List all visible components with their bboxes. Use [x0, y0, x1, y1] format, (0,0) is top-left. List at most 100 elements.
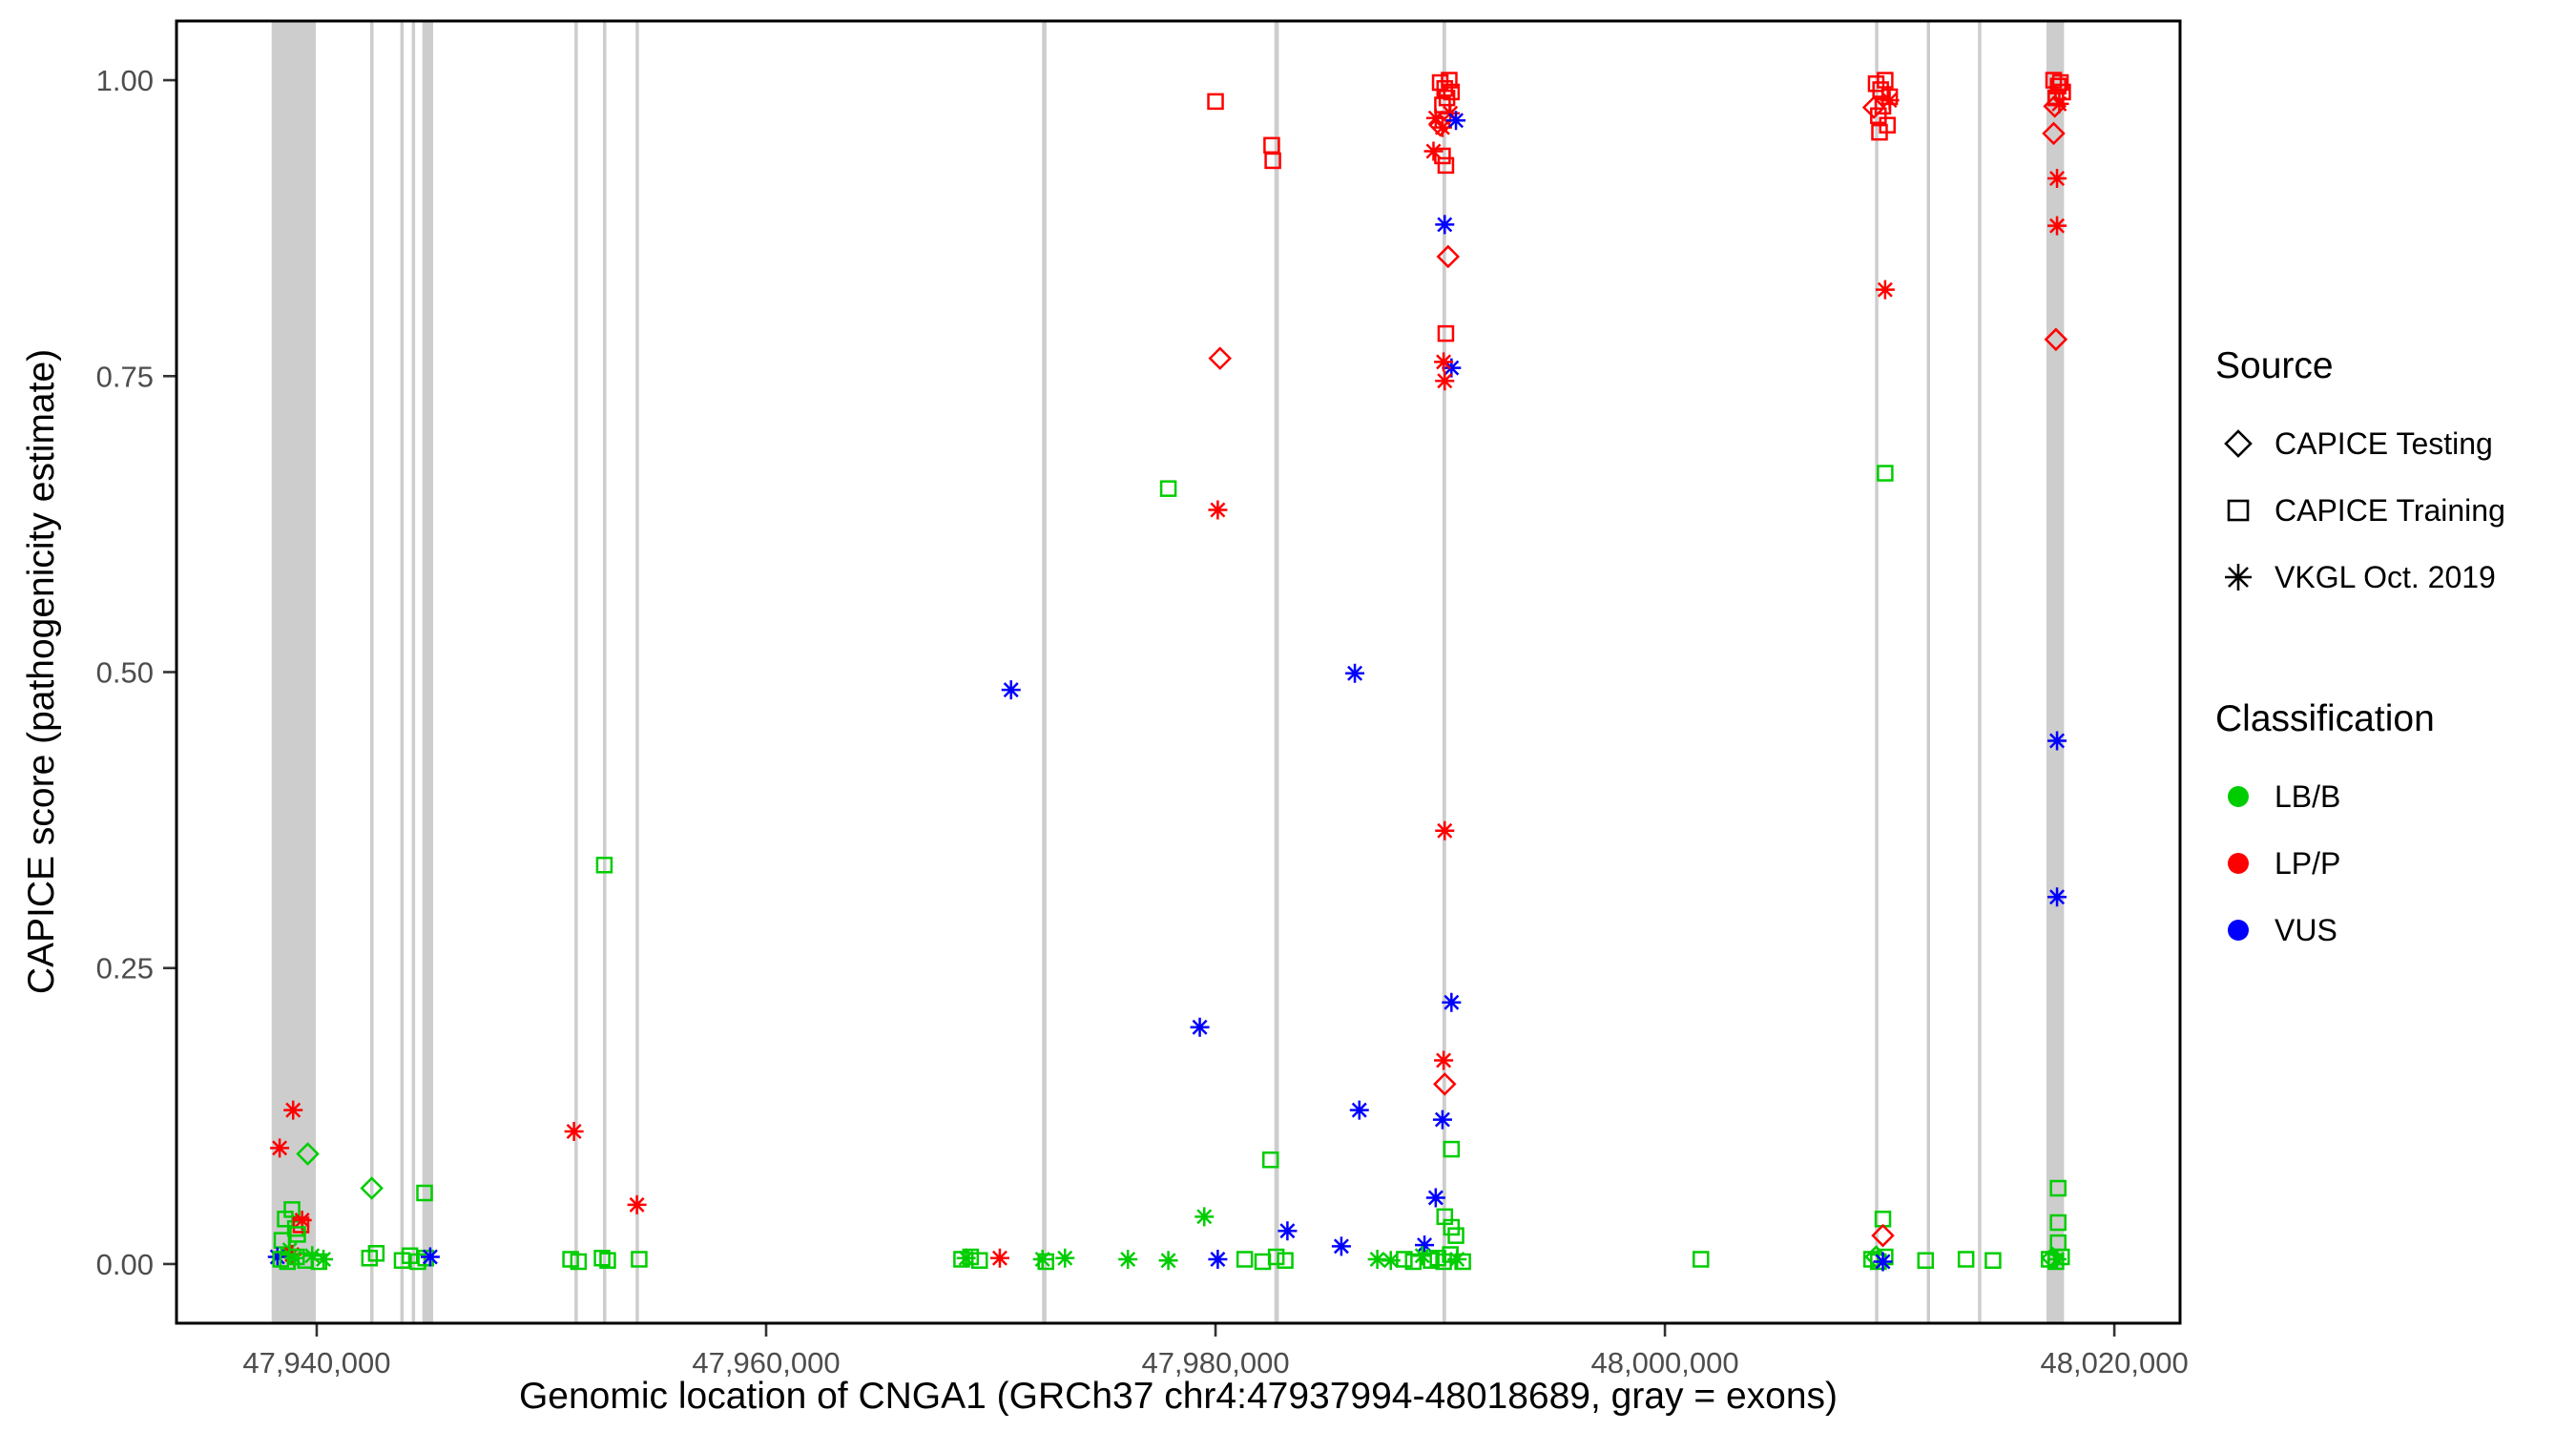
y-tick-label: 0.75 — [96, 360, 154, 393]
data-point-asterisk — [1423, 141, 1444, 161]
data-point-asterisk — [2049, 93, 2069, 114]
data-point-asterisk — [1158, 1251, 1178, 1271]
data-point-asterisk — [1055, 1248, 1075, 1268]
legend-item-capice-testing: CAPICE Testing — [2215, 410, 2505, 477]
data-point-asterisk — [270, 1138, 290, 1158]
blue-dot-icon — [2228, 920, 2249, 941]
data-point-asterisk — [284, 1248, 304, 1268]
data-point-diamond — [2044, 327, 2068, 352]
data-point-square — [1447, 1227, 1465, 1244]
data-point-square — [1443, 1140, 1461, 1158]
data-point-asterisk — [1278, 1221, 1298, 1241]
x-tick-label: 47,960,000 — [692, 1346, 840, 1379]
x-tick-label: 48,020,000 — [2041, 1346, 2189, 1379]
data-point-asterisk — [1435, 215, 1455, 235]
data-point-square — [970, 1252, 988, 1269]
data-point-asterisk — [2047, 216, 2067, 236]
data-point-asterisk — [267, 1247, 287, 1267]
data-point-square — [1037, 1253, 1054, 1271]
green-dot-icon — [2228, 786, 2249, 807]
legend-item-capice-training: CAPICE Training — [2215, 477, 2505, 544]
data-point-asterisk — [1412, 1246, 1432, 1266]
data-point-asterisk — [283, 1100, 303, 1120]
panel-border — [175, 19, 2182, 1325]
data-point-asterisk — [1442, 992, 1462, 1012]
exon-band — [411, 21, 416, 1323]
legend-item-lpp: LP/P — [2215, 830, 2505, 897]
legend-item-vkgl: VKGL Oct. 2019 — [2215, 544, 2505, 611]
data-point-square — [1437, 324, 1455, 342]
data-point-square — [1264, 152, 1281, 170]
data-point-square — [1693, 1251, 1710, 1268]
data-point-asterisk — [956, 1248, 976, 1268]
x-tick-label: 47,980,000 — [1141, 1346, 1289, 1379]
data-point-square — [1267, 1248, 1285, 1266]
data-point-diamond — [360, 1176, 384, 1200]
data-point-square — [1404, 1253, 1423, 1271]
y-tick-label: 1.00 — [96, 64, 154, 97]
data-point-asterisk — [1118, 1249, 1138, 1269]
x-tick-label: 47,940,000 — [242, 1346, 390, 1379]
data-point-asterisk — [1880, 91, 1900, 111]
legend-source-title: Source — [2215, 345, 2334, 386]
data-point-square — [367, 1245, 385, 1262]
data-point-asterisk — [1349, 1100, 1369, 1120]
legend-item-vus: VUS — [2215, 897, 2505, 964]
data-point-diamond — [1208, 346, 1233, 370]
exon-band — [422, 21, 433, 1323]
data-point-square — [2049, 77, 2067, 94]
data-point-asterisk — [1432, 117, 1452, 137]
data-point-asterisk — [1367, 1249, 1387, 1269]
data-point-square — [1877, 72, 1894, 89]
x-tick-label: 48,000,000 — [1590, 1346, 1738, 1379]
data-point-square — [2051, 73, 2069, 92]
data-point-square — [1429, 1250, 1446, 1267]
legend-classification-section: Classification LB/B LP/P VUS — [2215, 698, 2505, 964]
exon-band — [635, 21, 639, 1323]
data-point-asterisk — [1435, 820, 1455, 840]
exon-band — [1978, 21, 1982, 1323]
data-point-square — [416, 1184, 433, 1202]
exon-band — [2046, 21, 2065, 1323]
data-point-asterisk — [1208, 500, 1228, 520]
data-point-asterisk — [1415, 1235, 1435, 1255]
data-point-square — [1277, 1252, 1294, 1269]
data-point-square — [1454, 1253, 1471, 1271]
diamond-icon — [2224, 429, 2253, 458]
exon-band — [574, 21, 578, 1323]
data-point-asterisk — [1195, 1207, 1215, 1227]
data-point-asterisk — [564, 1121, 584, 1141]
legend-item-label: CAPICE Training — [2275, 492, 2505, 528]
data-point-square — [599, 1252, 616, 1269]
data-point-diamond — [1436, 244, 1461, 269]
data-point-square — [962, 1248, 980, 1266]
data-point-asterisk — [989, 1248, 1009, 1268]
data-point-square — [1867, 75, 1885, 93]
exon-band — [370, 21, 374, 1323]
data-point-square — [1159, 480, 1177, 497]
data-point-asterisk — [1190, 1017, 1210, 1037]
y-axis-title: CAPICE score (pathogenicity estimate) — [21, 348, 62, 995]
data-point-square — [1957, 1251, 1975, 1268]
data-point-square — [292, 1216, 310, 1234]
data-point-diamond — [1428, 113, 1452, 137]
exon-band — [1875, 21, 1879, 1323]
data-point-asterisk — [1032, 1249, 1052, 1269]
legend-item-label: CAPICE Testing — [2275, 425, 2493, 461]
data-point-asterisk — [1432, 1110, 1452, 1130]
data-point-square — [1434, 147, 1451, 165]
y-tick-label: 0.00 — [96, 1248, 154, 1281]
data-point-diamond — [1861, 95, 1886, 119]
data-point-diamond — [1871, 1223, 1895, 1248]
data-point-square — [1984, 1252, 2002, 1269]
data-point-asterisk — [1434, 1050, 1454, 1070]
data-point-square — [595, 857, 613, 874]
square-icon — [2227, 499, 2250, 522]
x-axis-title: Genomic location of CNGA1 (GRCh37 chr4:4… — [518, 1376, 1839, 1417]
legend-item-label: LP/P — [2275, 845, 2341, 881]
data-point-diamond — [2042, 121, 2066, 146]
data-point-asterisk — [1434, 352, 1454, 372]
y-tick-label: 0.50 — [96, 656, 154, 690]
